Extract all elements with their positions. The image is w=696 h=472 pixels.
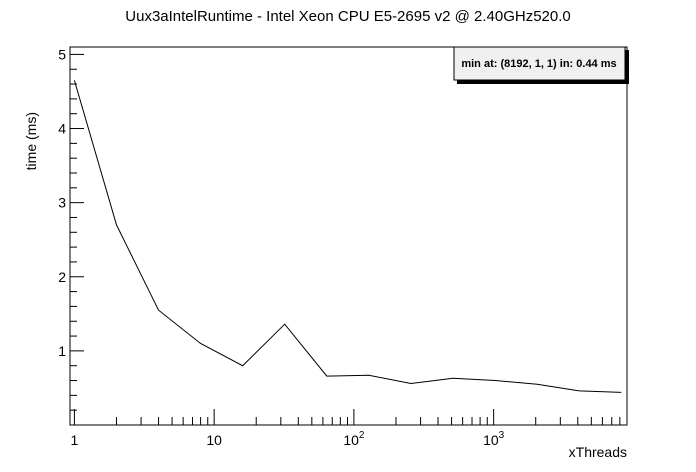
y-tick-label: 1 (58, 343, 66, 359)
data-point (241, 365, 243, 367)
x-tick-label: 102 (343, 430, 365, 448)
data-point (284, 323, 286, 325)
y-tick-label: 3 (58, 195, 66, 211)
data-point (157, 309, 159, 311)
data-point (115, 224, 117, 226)
y-tick-label: 5 (58, 46, 66, 62)
series-line (73, 80, 622, 393)
min-annotation-text: min at: (8192, 1, 1) in: 0.44 ms (461, 58, 616, 70)
data-point (326, 375, 328, 377)
data-point (368, 374, 370, 376)
y-axis-label: time (ms) (23, 112, 39, 170)
x-tick-label: 10 (206, 432, 222, 448)
data-point (452, 377, 454, 379)
data-point (494, 379, 496, 381)
x-axis-label: xThreads (569, 444, 627, 460)
data-point (620, 391, 622, 393)
data-point (410, 382, 412, 384)
data-point (578, 390, 580, 392)
y-tick-label: 4 (58, 121, 66, 137)
data-points (73, 79, 622, 393)
x-tick-label: 103 (483, 430, 505, 448)
min-annotation-box: min at: (8192, 1, 1) in: 0.44 ms (453, 46, 629, 84)
data-point (536, 383, 538, 385)
x-axis: 1 10 102 103 (71, 409, 628, 448)
data-point (73, 79, 75, 81)
y-tick-label: 2 (58, 269, 66, 285)
x-tick-label: 1 (71, 432, 79, 448)
plot-frame (69, 46, 628, 426)
data-point (199, 342, 201, 344)
chart-title: Uux3aIntelRuntime - Intel Xeon CPU E5-26… (125, 8, 570, 25)
